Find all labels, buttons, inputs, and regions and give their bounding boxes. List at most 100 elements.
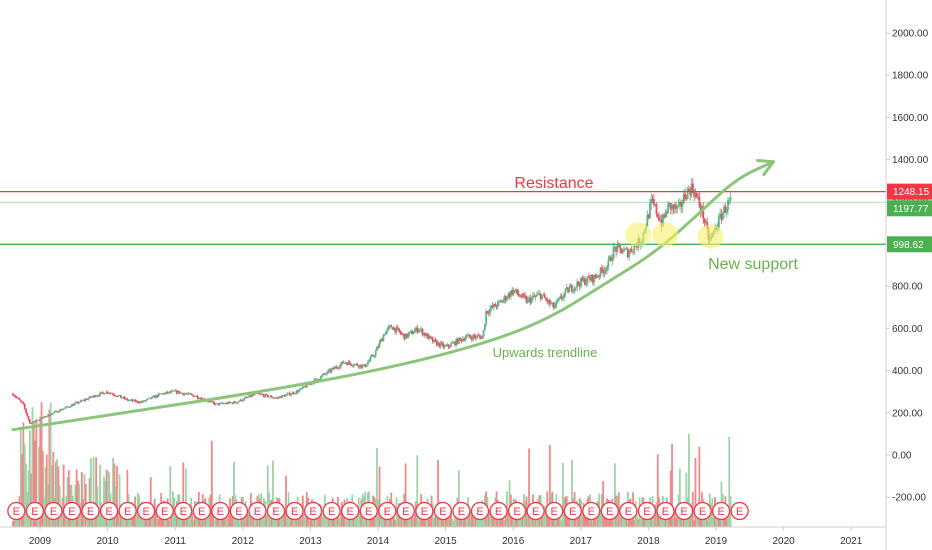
earnings-marker[interactable]: E (192, 501, 211, 521)
candle (131, 398, 134, 403)
earnings-marker[interactable]: E (81, 501, 100, 521)
earnings-marker[interactable]: E (378, 501, 397, 521)
volume-bar (317, 515, 320, 527)
trendline[interactable] (11, 159, 775, 432)
volume-bar (125, 517, 127, 527)
earnings-marker[interactable]: E (229, 501, 249, 521)
earnings-marker[interactable]: E (656, 501, 675, 521)
volume-bar (139, 517, 142, 527)
y-tick-label: 1400.00 (892, 155, 929, 166)
time-axis[interactable]: 2009 2010 2011 2012 2013 2014 2015 2016 2017 2018… (29, 527, 863, 547)
earnings-marker[interactable]: E (693, 501, 712, 521)
earnings-marker[interactable]: E (433, 501, 453, 521)
earnings-marker[interactable]: E (341, 501, 360, 521)
candle (519, 294, 521, 298)
volume-bar (590, 513, 593, 527)
volume-bar (174, 508, 177, 527)
volume-bar (602, 480, 605, 527)
candle (14, 394, 17, 399)
volume-bar (391, 510, 394, 527)
candle (15, 396, 18, 399)
earnings-marker[interactable]: E (118, 501, 137, 521)
earnings-marker[interactable]: E (7, 501, 26, 521)
earnings-marker[interactable]: E (396, 501, 415, 521)
candle (724, 202, 727, 214)
candle (535, 291, 538, 298)
volume-bar (652, 508, 655, 527)
earnings-marker[interactable]: E (211, 501, 230, 521)
volume-bar (547, 513, 550, 527)
candle (442, 341, 445, 350)
earnings-marker[interactable]: E (62, 501, 82, 521)
candle (212, 401, 215, 404)
earnings-marker[interactable]: E (44, 501, 63, 521)
earnings-marker[interactable]: E (303, 501, 323, 521)
volume-bar (473, 516, 476, 527)
earnings-marker[interactable]: E (415, 501, 434, 521)
candle (487, 309, 490, 317)
volume-bar (41, 451, 44, 527)
earnings-marker-label: E (105, 506, 112, 518)
candle (122, 395, 125, 400)
earnings-marker[interactable]: E (619, 501, 638, 521)
earnings-marker[interactable]: E (25, 501, 45, 521)
earnings-marker[interactable]: E (322, 501, 341, 521)
candle (123, 395, 126, 401)
volume-bar (673, 508, 676, 527)
earnings-marker[interactable]: E (730, 501, 749, 521)
candle (218, 402, 221, 406)
candle (32, 421, 35, 423)
horizontal-levels[interactable] (0, 190, 886, 245)
earnings-marker[interactable]: E (507, 501, 527, 521)
volume-bar (560, 520, 563, 527)
candle (574, 287, 577, 292)
volume-bar (545, 511, 547, 527)
earnings-marker[interactable]: E (582, 501, 601, 521)
volume-bar (581, 512, 584, 527)
candle (301, 385, 304, 390)
candle (377, 344, 380, 349)
earnings-marker[interactable]: E (155, 501, 174, 521)
earnings-marker[interactable]: E (600, 501, 619, 521)
earnings-marker-label: E (384, 506, 391, 518)
trendline-curve[interactable] (11, 160, 775, 432)
volume-bar (528, 448, 530, 527)
highlight-circle (625, 222, 652, 247)
candle (158, 392, 161, 395)
earnings-marker[interactable]: E (489, 501, 508, 521)
volume-bar (106, 470, 109, 527)
volume-bar (591, 520, 594, 527)
volume-bar (322, 510, 325, 527)
candle (138, 401, 140, 404)
candle (650, 192, 653, 210)
earnings-marker[interactable]: E (674, 501, 694, 521)
earnings-marker[interactable]: E (99, 501, 119, 521)
candle (239, 399, 242, 402)
earnings-marker[interactable]: E (526, 501, 545, 521)
volume-bar (282, 507, 285, 527)
earnings-marker[interactable]: E (137, 501, 156, 521)
earnings-marker[interactable]: E (452, 501, 471, 521)
earnings-marker[interactable]: E (285, 501, 304, 521)
volume-bar (408, 515, 411, 527)
price-axis[interactable]: 2000.001800.001600.001400.001200.001000.… (886, 29, 929, 504)
volume-bar (95, 457, 98, 527)
earnings-marker[interactable]: E (359, 501, 378, 521)
earnings-marker[interactable]: E (563, 501, 582, 521)
earnings-marker[interactable]: E (545, 501, 564, 521)
earnings-marker[interactable]: E (174, 501, 193, 521)
candle (728, 197, 731, 205)
candle (151, 396, 153, 399)
earnings-marker[interactable]: E (637, 501, 657, 521)
volume-bar (715, 512, 718, 527)
earnings-marker[interactable]: E (248, 501, 267, 521)
earnings-marker[interactable]: E (470, 501, 490, 521)
y-tick-label: 2000.00 (892, 29, 929, 40)
earnings-marker[interactable]: E (266, 501, 286, 521)
candle (598, 274, 601, 281)
volume-bar (92, 457, 95, 527)
volume-bar (457, 470, 460, 527)
earnings-marker[interactable]: E (711, 501, 731, 521)
